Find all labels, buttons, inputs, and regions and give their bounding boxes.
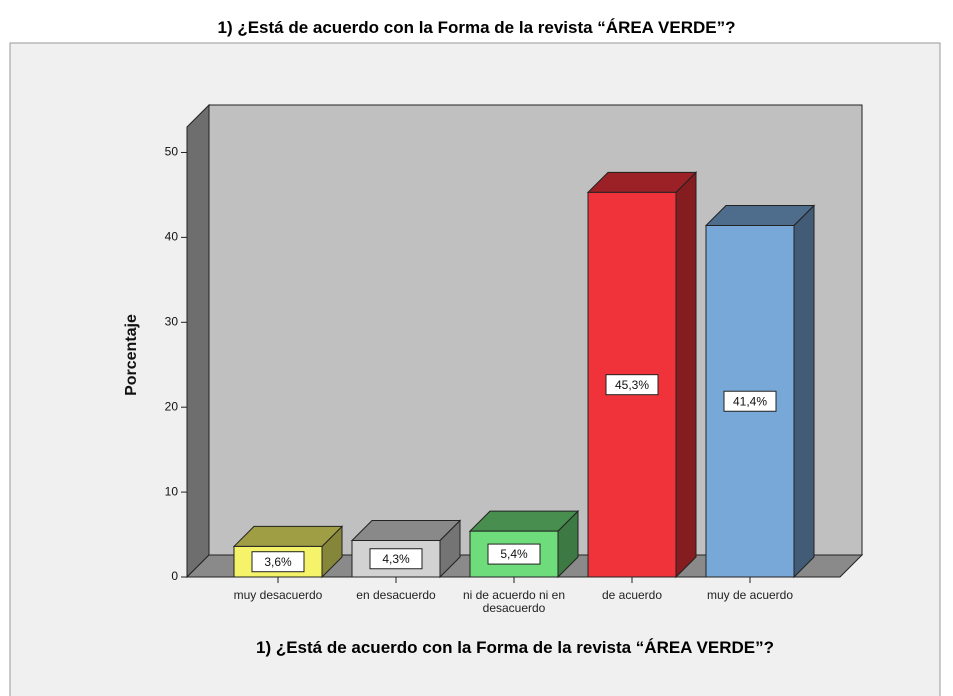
y-axis-label: Porcentaje <box>123 314 140 396</box>
value-label: 4,3% <box>382 552 410 566</box>
x-tick-label: de acuerdo <box>601 588 663 602</box>
y-tick-label: 0 <box>171 569 178 583</box>
value-label: 45,3% <box>615 378 649 392</box>
bar-side <box>675 171 697 579</box>
y-tick-label: 20 <box>165 399 179 413</box>
x-tick-label: muy desacuerdo <box>233 588 323 602</box>
x-tick-label: muy de acuerdo <box>706 588 794 602</box>
y-tick-label: 40 <box>165 230 179 244</box>
y-tick-label: 50 <box>165 145 179 159</box>
value-label: 3,6% <box>264 555 292 569</box>
value-label-box <box>487 543 541 565</box>
value-label: 41,4% <box>733 394 767 408</box>
chart-title: 1) ¿Está de acuerdo con la Forma de la r… <box>217 18 736 37</box>
x-axis-label: 1) ¿Está de acuerdo con la Forma de la r… <box>255 638 775 657</box>
value-label-box <box>369 548 423 570</box>
value-label-box <box>251 551 305 573</box>
x-tick-label: ni de acuerdo ni en desacuerdo <box>462 588 566 615</box>
value-label: 5,4% <box>500 547 528 561</box>
y-tick-label: 10 <box>165 484 179 498</box>
x-tick-label: en desacuerdo <box>356 588 436 602</box>
side-wall <box>186 103 210 579</box>
value-label-box <box>723 390 777 412</box>
value-label-box <box>605 374 659 396</box>
bar-side <box>793 204 815 579</box>
y-tick-label: 30 <box>165 314 179 328</box>
